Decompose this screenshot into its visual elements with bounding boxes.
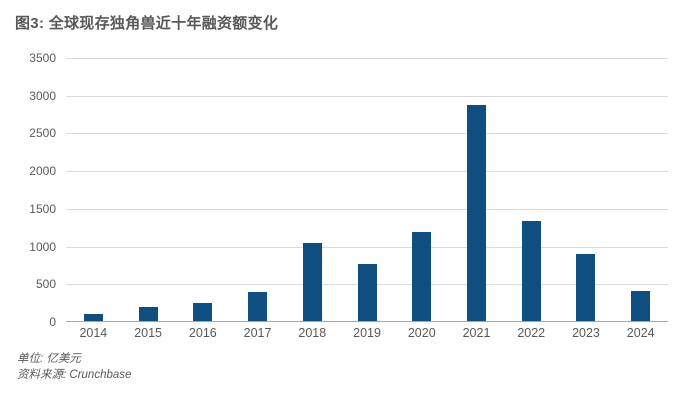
bar-slot-2018 [285, 58, 340, 321]
x-tick-2016: 2016 [188, 326, 217, 340]
x-tick-2022: 2022 [517, 326, 546, 340]
bar-2016 [193, 302, 213, 321]
x-tick-2024: 2024 [626, 326, 655, 340]
y-tick-2500: 2500 [29, 126, 56, 141]
bar-2022 [521, 220, 541, 321]
gridline-1000 [66, 246, 668, 248]
y-tick-500: 500 [35, 277, 56, 292]
bar-slot-2014 [66, 58, 121, 321]
x-tick-2021: 2021 [462, 326, 491, 340]
bar-slot-2020 [394, 58, 449, 321]
chart-footnote: 单位: 亿美元 资料来源: Crunchbase [17, 352, 131, 383]
bar-slot-2024 [613, 58, 668, 321]
gridline-1500 [66, 208, 668, 210]
gridline-2500 [66, 133, 668, 135]
x-tick-2020: 2020 [407, 326, 436, 340]
bar-2018 [302, 243, 322, 321]
bar-2015 [138, 306, 158, 321]
gridline-3000 [66, 95, 668, 97]
bar-2019 [357, 264, 377, 321]
bar-slot-2019 [340, 58, 395, 321]
bar-slot-2021 [449, 58, 504, 321]
bar-slot-2023 [559, 58, 614, 321]
bar-slot-2015 [121, 58, 176, 321]
x-axis-labels: 2014 2015 2016 2017 2018 2019 2020 2021 2022 2023… [66, 326, 668, 340]
y-tick-1500: 1500 [29, 201, 56, 216]
bar-2017 [248, 291, 268, 321]
bar-2023 [576, 253, 596, 321]
bar-2020 [412, 231, 432, 321]
bar-2021 [467, 104, 486, 321]
x-tick-2014: 2014 [79, 326, 108, 340]
gridline-2000 [66, 171, 668, 173]
bar-2014 [83, 313, 103, 321]
unit-note: 单位: 亿美元 [17, 353, 81, 365]
y-tick-2000: 2000 [29, 164, 56, 179]
chart-title: 图3: 全球现存独角兽近十年融资额变化 [15, 15, 279, 32]
plot-area [66, 58, 668, 322]
bars [66, 58, 668, 321]
x-tick-2023: 2023 [572, 326, 600, 340]
bar-slot-2017 [230, 58, 285, 321]
x-tick-2015: 2015 [134, 326, 162, 340]
y-axis-labels: 0 500 1000 1500 2000 2500 3000 3500 [0, 51, 56, 329]
x-tick-2018: 2018 [298, 326, 327, 340]
x-tick-2017: 2017 [243, 326, 272, 340]
gridline-3500 [66, 58, 668, 59]
y-tick-0: 0 [49, 315, 56, 329]
x-tick-2019: 2019 [353, 326, 381, 340]
y-tick-3000: 3000 [29, 88, 56, 103]
bar-slot-2022 [504, 58, 559, 321]
source-note: 资料来源: Crunchbase [17, 368, 132, 381]
bar-2024 [631, 290, 651, 321]
y-tick-3500: 3500 [29, 51, 56, 65]
bar-slot-2016 [175, 58, 230, 321]
y-tick-1000: 1000 [29, 239, 56, 254]
